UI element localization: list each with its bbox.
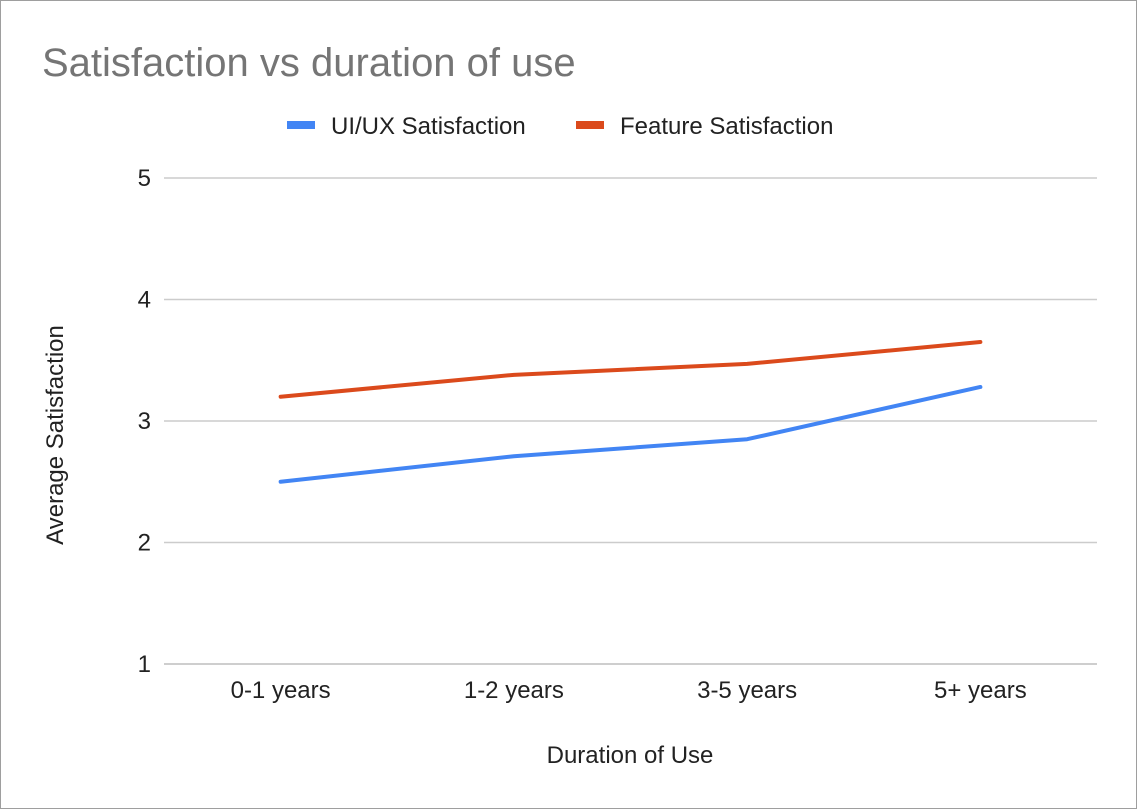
series-group [278, 340, 983, 484]
y-tick-label: 3 [138, 408, 151, 435]
y-tick-label: 4 [138, 287, 151, 314]
y-tick-label: 1 [138, 651, 151, 678]
legend: UI/UX Satisfaction Feature Satisfaction [287, 113, 833, 140]
series-line-ui-ux-satisfaction [278, 384, 983, 484]
series-line-feature-satisfaction [278, 340, 983, 399]
legend-label: Feature Satisfaction [620, 113, 833, 140]
gridlines [164, 177, 1097, 665]
y-tick-label: 5 [138, 165, 151, 192]
chart-title: Satisfaction vs duration of use [42, 41, 576, 85]
x-tick-label: 5+ years [934, 677, 1027, 704]
legend-swatch [576, 121, 604, 129]
legend-swatch [287, 121, 315, 129]
x-tick-label: 0-1 years [231, 677, 331, 704]
x-tick-label: 3-5 years [697, 677, 797, 704]
x-tick-label: 1-2 years [464, 677, 564, 704]
y-axis-ticks: 1 2 3 4 5 [138, 165, 151, 678]
x-axis-title: Duration of Use [547, 742, 714, 769]
legend-label: UI/UX Satisfaction [331, 113, 526, 140]
x-axis-ticks: 0-1 years 1-2 years 3-5 years 5+ years [231, 677, 1027, 704]
y-tick-label: 2 [138, 530, 151, 557]
y-axis-title: Average Satisfaction [42, 325, 69, 545]
